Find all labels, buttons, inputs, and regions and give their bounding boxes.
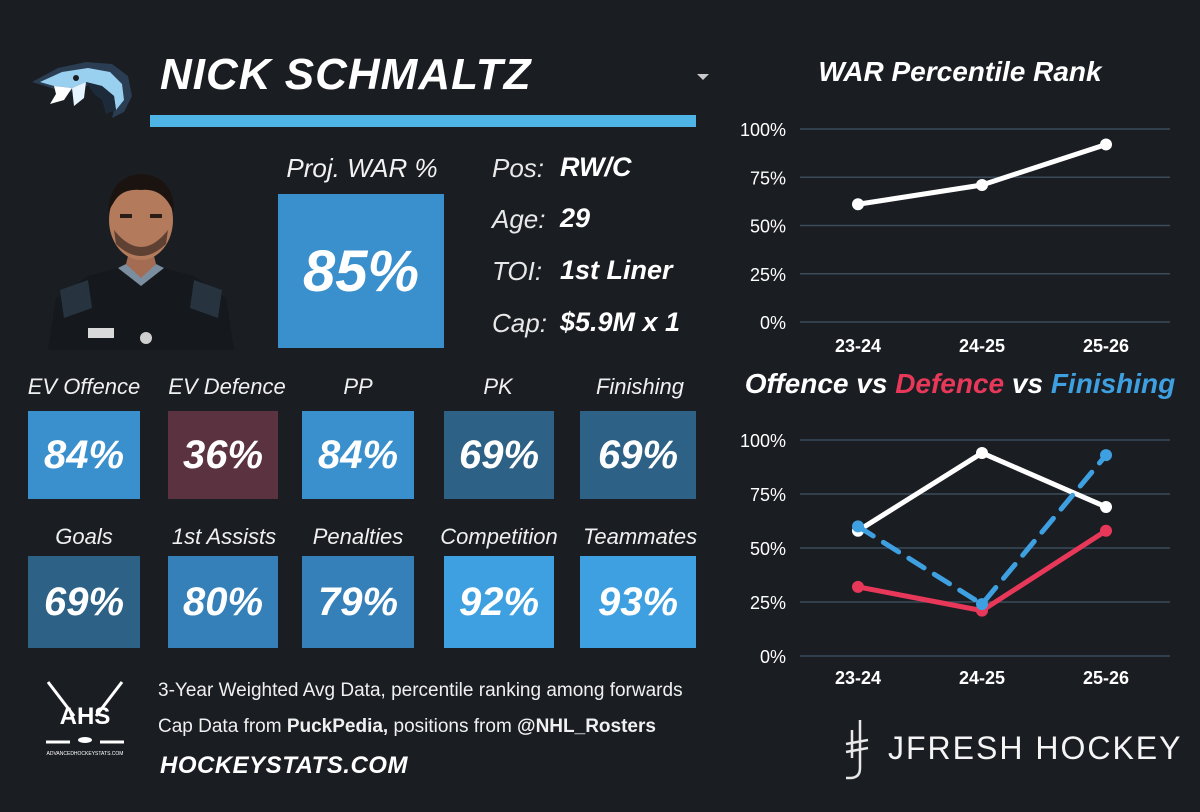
y-tick-label: 75% bbox=[750, 168, 786, 188]
proj-war-label: Proj. WAR % bbox=[286, 153, 438, 183]
stat-label-pp: PP bbox=[343, 374, 373, 399]
stat-tile-ev-offence: 84% bbox=[28, 411, 140, 499]
x-tick-label: 23-24 bbox=[835, 336, 881, 356]
chart1-title: WAR Percentile Rank bbox=[818, 56, 1102, 87]
series-line bbox=[855, 450, 1109, 534]
player-name: NICK SCHMALTZ bbox=[160, 50, 532, 99]
stat-label-pk: PK bbox=[483, 374, 513, 399]
stat-label-ev-offence: EV Offence bbox=[27, 374, 141, 399]
x-tick-label: 25-26 bbox=[1083, 668, 1129, 688]
offence-defence-finishing-chart: 100% 75% 50% 25% 0% 23-24 24-25 25-26 bbox=[740, 431, 1170, 688]
player-photo bbox=[48, 174, 234, 350]
stat-tile-ev-defence: 36% bbox=[168, 411, 278, 499]
ahs-logo-icon: AHS ADVANCEDHOCKEYSTATS.COM bbox=[46, 681, 124, 757]
y-tick-label: 100% bbox=[740, 120, 786, 140]
data-point bbox=[976, 598, 988, 611]
chart2-title-part: Defence bbox=[895, 368, 1005, 399]
data-point bbox=[852, 520, 864, 533]
x-tick-label: 24-25 bbox=[959, 668, 1005, 688]
data-point bbox=[852, 198, 864, 211]
stat-tile-teammates: 93% bbox=[580, 556, 696, 648]
age-value: 29 bbox=[560, 203, 591, 233]
toi-value: 1st Liner bbox=[560, 255, 673, 285]
stat-tile-finishing: 69% bbox=[580, 411, 696, 499]
chart2-title-part: vs bbox=[1004, 368, 1051, 399]
stat-label-1st-assists: 1st Assists bbox=[171, 524, 277, 549]
data-point bbox=[1100, 138, 1112, 151]
chevron-down-icon[interactable] bbox=[694, 70, 712, 84]
y-tick-label: 0% bbox=[760, 313, 786, 333]
age-label: Age: bbox=[492, 204, 546, 234]
data-point bbox=[1100, 500, 1112, 513]
pos-label: Pos: bbox=[492, 153, 545, 183]
x-tick-label: 25-26 bbox=[1083, 336, 1129, 356]
data-point bbox=[1100, 524, 1112, 537]
data-point bbox=[1100, 449, 1112, 462]
footer-credits-handle: @NHL_Rosters bbox=[517, 716, 656, 737]
data-point bbox=[976, 446, 988, 459]
stat-tile-pk: 69% bbox=[444, 411, 554, 499]
stat-tile-1st-assists: 80% bbox=[168, 556, 278, 648]
y-tick-label: 25% bbox=[750, 593, 786, 613]
brand-name: JFRESH HOCKEY bbox=[888, 730, 1183, 766]
site-link[interactable]: HOCKEYSTATS.COM bbox=[160, 752, 408, 779]
toi-label: TOI: bbox=[492, 256, 543, 286]
war-percentile-chart: 100% 75% 50% 25% 0% 23-24 24-25 25-26 bbox=[740, 120, 1170, 356]
footer-note: 3-Year Weighted Avg Data, percentile ran… bbox=[158, 680, 683, 701]
x-tick-label: 24-25 bbox=[959, 336, 1005, 356]
y-tick-label: 50% bbox=[750, 539, 786, 559]
footer-credits-prefix: Cap Data from bbox=[158, 716, 287, 737]
y-tick-label: 50% bbox=[750, 217, 786, 237]
chart2-title-part: Offence vs bbox=[744, 368, 896, 399]
proj-war-value: 85% bbox=[278, 194, 444, 348]
pos-value: RW/C bbox=[560, 152, 632, 182]
data-point bbox=[976, 178, 988, 191]
y-tick-label: 75% bbox=[750, 485, 786, 505]
series-line bbox=[855, 141, 1109, 207]
stat-tile-penalties: 79% bbox=[302, 556, 414, 648]
chart2-title: Offence vs Defence vs Finishing bbox=[740, 368, 1180, 400]
stat-label-teammates: Teammates bbox=[582, 524, 698, 549]
data-point bbox=[852, 580, 864, 593]
stat-tile-goals: 69% bbox=[28, 556, 140, 648]
stat-tile-pp: 84% bbox=[302, 411, 414, 499]
title-underline bbox=[150, 115, 696, 127]
y-tick-label: 100% bbox=[740, 431, 786, 451]
y-tick-label: 0% bbox=[760, 647, 786, 667]
stat-label-finishing: Finishing bbox=[595, 374, 685, 399]
y-tick-label: 25% bbox=[750, 265, 786, 285]
x-tick-label: 23-24 bbox=[835, 668, 881, 688]
stat-label-competition: Competition bbox=[440, 524, 558, 549]
cap-label: Cap: bbox=[492, 308, 547, 338]
footer-credits-source: PuckPedia, bbox=[286, 716, 389, 737]
stat-label-ev-defence: EV Defence bbox=[168, 374, 286, 399]
stat-label-penalties: Penalties bbox=[312, 524, 404, 549]
ahs-logo-subtext: ADVANCEDHOCKEYSTATS.COM bbox=[47, 751, 124, 757]
stat-label-goals: Goals bbox=[55, 524, 113, 549]
footer-credits-mid: positions from bbox=[388, 716, 518, 737]
ahs-logo-text: AHS bbox=[60, 703, 111, 730]
chart2-title-part: Finishing bbox=[1050, 368, 1176, 399]
footer-credits: Cap Data from PuckPedia, positions from … bbox=[158, 716, 656, 738]
series-line bbox=[855, 452, 1109, 607]
stat-tile-competition: 92% bbox=[444, 556, 554, 648]
cap-value: $5.9M x 1 bbox=[560, 307, 681, 337]
jfresh-logo-icon bbox=[845, 720, 869, 780]
team-logo-icon bbox=[32, 62, 132, 118]
